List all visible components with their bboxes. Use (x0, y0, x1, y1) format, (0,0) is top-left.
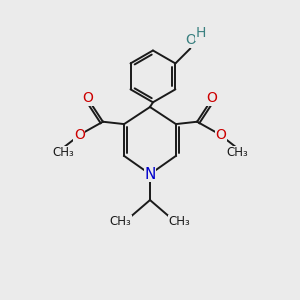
Text: O: O (185, 34, 196, 47)
Text: CH₃: CH₃ (52, 146, 74, 159)
Text: CH₃: CH₃ (226, 146, 248, 159)
Text: O: O (83, 91, 94, 105)
Text: O: O (206, 91, 217, 105)
Text: O: O (74, 128, 85, 142)
Text: H: H (195, 26, 206, 40)
Text: O: O (215, 128, 226, 142)
Text: N: N (144, 167, 156, 182)
Text: CH₃: CH₃ (110, 215, 131, 228)
Text: CH₃: CH₃ (169, 215, 190, 228)
